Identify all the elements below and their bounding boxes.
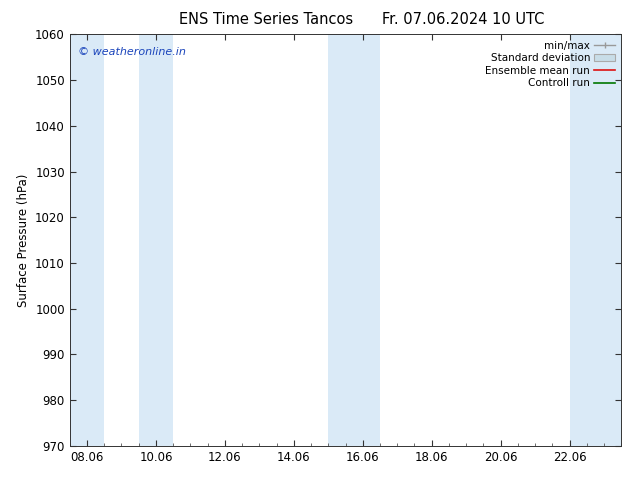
Text: Fr. 07.06.2024 10 UTC: Fr. 07.06.2024 10 UTC <box>382 12 544 27</box>
Bar <box>569 34 621 446</box>
Legend: min/max, Standard deviation, Ensemble mean run, Controll run: min/max, Standard deviation, Ensemble me… <box>481 36 619 93</box>
Bar <box>139 34 173 446</box>
Bar <box>70 34 104 446</box>
Y-axis label: Surface Pressure (hPa): Surface Pressure (hPa) <box>16 173 30 307</box>
Text: ENS Time Series Tancos: ENS Time Series Tancos <box>179 12 353 27</box>
Bar <box>328 34 380 446</box>
Text: © weatheronline.in: © weatheronline.in <box>78 47 186 57</box>
